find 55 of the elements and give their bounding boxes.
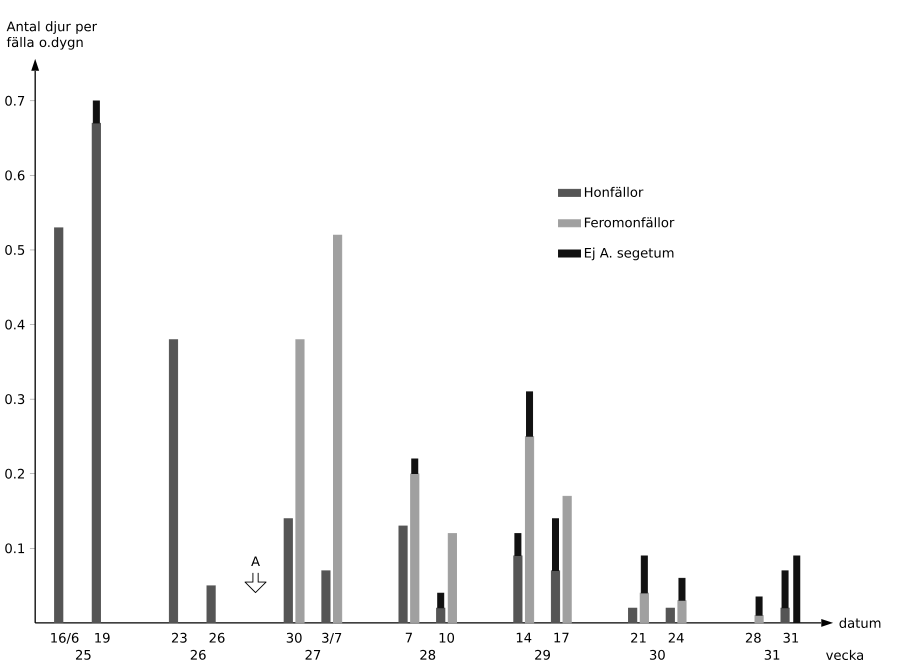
text: 27 <box>306 650 320 660</box>
bar <box>437 592 444 608</box>
x-tick-label: 16/6 <box>51 632 78 644</box>
x-axis-title: datum <box>840 618 880 628</box>
bar <box>526 391 534 436</box>
y-tick-label: 0.6 <box>5 170 24 180</box>
y-tick-label: 0.7 <box>5 96 24 106</box>
text: 31 <box>764 650 780 660</box>
x-tick-label: 31 <box>784 632 798 643</box>
x-tick-label: 7 <box>406 632 412 642</box>
bar <box>780 608 790 623</box>
x-tick-label: 26 <box>210 632 225 643</box>
bar <box>92 122 101 623</box>
bar <box>640 555 648 594</box>
text: vecka <box>826 650 864 660</box>
y-tick-label: 0.1 <box>5 543 24 554</box>
bar <box>552 518 560 571</box>
bar <box>524 436 534 623</box>
x-tick-label: 3/7 <box>322 632 342 644</box>
x-tick-label: 19 <box>95 632 110 643</box>
x-tick-label: 24 <box>668 632 684 642</box>
bar <box>436 608 446 623</box>
bar <box>410 473 420 623</box>
legend-label: Honfällor <box>584 186 644 197</box>
bar <box>92 100 100 124</box>
text: 26 <box>190 650 206 660</box>
y-tick-label: 0.4 <box>5 319 25 330</box>
annotation: A <box>251 556 260 566</box>
y-tick-label: 0.5 <box>5 244 24 255</box>
x-tick-label: 23 <box>172 632 187 643</box>
bar <box>640 592 649 623</box>
y-axis-title: Antal djur per fälla o.dygn <box>6 20 98 50</box>
bar <box>206 585 216 623</box>
bar <box>295 338 305 623</box>
x-tick-label: 21 <box>631 632 646 642</box>
bar <box>754 614 764 623</box>
bar <box>756 596 763 616</box>
x-tick-label: 28 <box>746 632 761 643</box>
y-tick-label: 0.2 <box>5 468 24 478</box>
text: 29 <box>535 650 550 660</box>
x-tick-label: 14 <box>516 632 532 642</box>
y-tick-label: 0.3 <box>5 394 24 404</box>
legend-label: Feromonfällor <box>584 217 674 228</box>
text: 25 <box>76 650 91 660</box>
bar <box>550 570 560 623</box>
legend-label: Ej A. segetum <box>584 247 674 260</box>
bar <box>666 608 675 623</box>
x-tick-label: 17 <box>554 632 569 642</box>
bar <box>782 570 789 608</box>
x-tick-label: 30 <box>286 632 302 643</box>
bar <box>321 570 331 623</box>
text: 30 <box>650 650 665 660</box>
bar <box>411 458 418 474</box>
text: 28 <box>420 650 436 660</box>
x-tick-label: 10 <box>440 632 454 643</box>
